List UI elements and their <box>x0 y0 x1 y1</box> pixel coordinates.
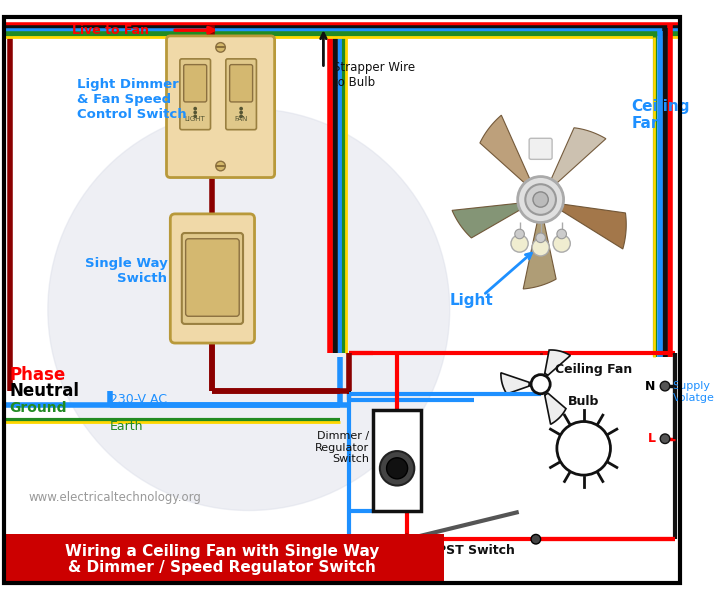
Text: Phase: Phase <box>9 365 66 383</box>
Circle shape <box>557 422 611 475</box>
Text: Single Way
Swicth: Single Way Swicth <box>84 257 167 285</box>
Circle shape <box>533 192 548 207</box>
Text: L: L <box>648 432 656 445</box>
Text: N: N <box>645 380 656 392</box>
Bar <box>4 535 444 583</box>
Circle shape <box>380 451 414 485</box>
Bar <box>373 410 421 511</box>
FancyBboxPatch shape <box>186 239 240 316</box>
Circle shape <box>48 109 450 511</box>
Circle shape <box>518 176 563 223</box>
Circle shape <box>240 115 242 118</box>
FancyBboxPatch shape <box>184 65 207 102</box>
Circle shape <box>553 235 571 252</box>
Circle shape <box>532 239 549 256</box>
Circle shape <box>660 434 670 443</box>
Circle shape <box>536 233 546 242</box>
Text: Strapper Wire
to Bulb: Strapper Wire to Bulb <box>333 61 415 89</box>
Circle shape <box>216 161 225 171</box>
FancyBboxPatch shape <box>182 233 243 324</box>
Circle shape <box>194 112 197 113</box>
Text: Ceiling Fan: Ceiling Fan <box>555 364 632 376</box>
Circle shape <box>515 229 524 239</box>
Polygon shape <box>548 128 606 188</box>
Text: Earth: Earth <box>110 420 144 433</box>
Text: Bulb: Bulb <box>568 395 599 408</box>
Polygon shape <box>480 115 532 187</box>
Polygon shape <box>523 215 556 289</box>
Text: Live to Fan: Live to Fan <box>72 23 149 37</box>
Text: 230-V AC: 230-V AC <box>110 393 167 406</box>
Text: Light Dimmer
& Fan Speed
Control Switch: Light Dimmer & Fan Speed Control Switch <box>77 78 186 121</box>
Circle shape <box>531 535 541 544</box>
FancyBboxPatch shape <box>529 138 552 160</box>
Text: LIGHT: LIGHT <box>184 116 206 122</box>
Polygon shape <box>545 350 571 376</box>
Circle shape <box>194 107 197 110</box>
Text: & Dimmer / Speed Regulator Switch: & Dimmer / Speed Regulator Switch <box>68 560 376 575</box>
Text: Neutral: Neutral <box>9 382 79 400</box>
Text: SPST Switch: SPST Switch <box>428 544 515 557</box>
FancyBboxPatch shape <box>180 59 210 130</box>
Circle shape <box>240 112 242 113</box>
Polygon shape <box>452 202 527 238</box>
Circle shape <box>660 382 670 391</box>
FancyBboxPatch shape <box>170 214 255 343</box>
Circle shape <box>402 535 411 544</box>
Circle shape <box>557 229 566 239</box>
Text: Light: Light <box>450 292 493 307</box>
Circle shape <box>526 184 556 215</box>
Circle shape <box>216 43 225 52</box>
Text: Ground: Ground <box>9 401 67 415</box>
Text: www.electricaltechnology.org: www.electricaltechnology.org <box>29 491 201 504</box>
Circle shape <box>240 107 242 110</box>
FancyBboxPatch shape <box>226 59 257 130</box>
Polygon shape <box>556 203 626 249</box>
Polygon shape <box>501 373 529 394</box>
Circle shape <box>194 115 197 118</box>
Text: Dimmer /
Regulator
Switch: Dimmer / Regulator Switch <box>315 431 370 464</box>
Circle shape <box>511 235 528 252</box>
Circle shape <box>531 374 551 394</box>
Text: Ceiling
Fan: Ceiling Fan <box>631 99 690 131</box>
Circle shape <box>387 458 408 479</box>
Polygon shape <box>545 393 566 424</box>
FancyBboxPatch shape <box>230 65 252 102</box>
Text: Wiring a Ceiling Fan with Single Way: Wiring a Ceiling Fan with Single Way <box>65 544 379 559</box>
Text: FAN: FAN <box>235 116 248 122</box>
FancyBboxPatch shape <box>167 36 275 178</box>
Text: Supply
Volatge: Supply Volatge <box>673 382 714 403</box>
